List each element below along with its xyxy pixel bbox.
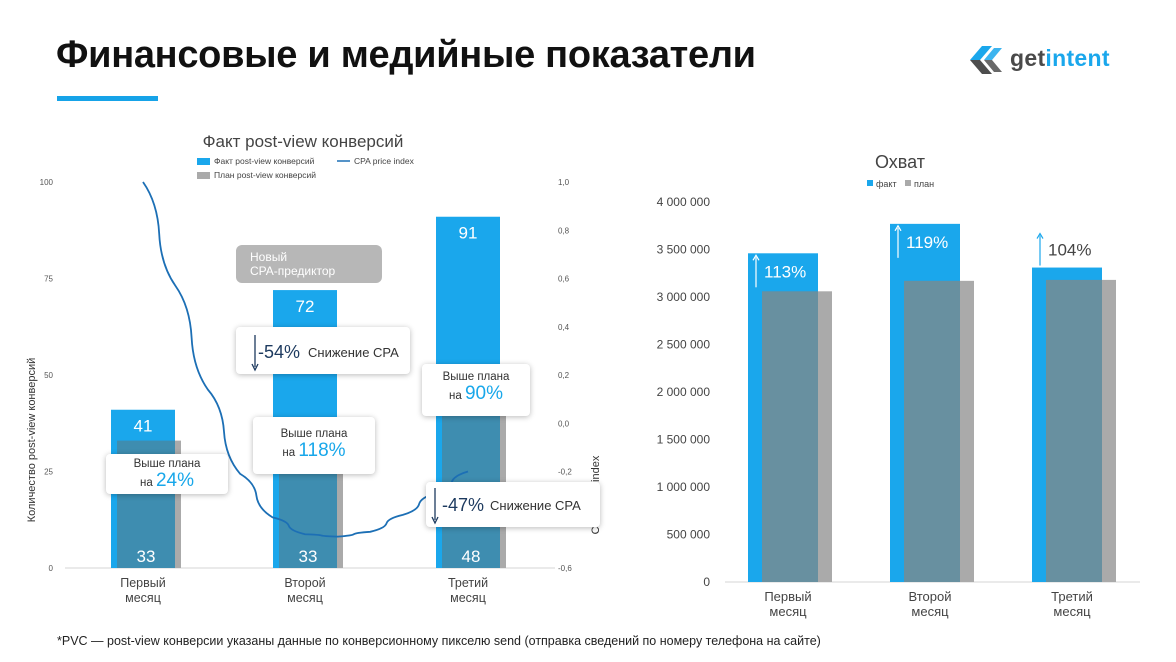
category-label-line1: Третий bbox=[1051, 589, 1093, 604]
legend-label-plan: План post-view конверсий bbox=[214, 170, 316, 180]
overlap-bar bbox=[1046, 279, 1102, 582]
growth-label: 104% bbox=[1048, 241, 1091, 260]
getintent-logo: getintent bbox=[966, 38, 1126, 82]
growth-arrowhead-icon bbox=[752, 254, 760, 261]
fact-value-label: 91 bbox=[459, 224, 478, 243]
growth-arrowhead-icon bbox=[894, 224, 902, 232]
legend-label-fact: факт bbox=[876, 179, 897, 189]
y-tick-label: 2 000 000 bbox=[657, 385, 711, 399]
logo-text: getintent bbox=[1010, 45, 1110, 71]
reach-chart: Охват факт план 0 500 000 1 000 000 1 500 0… bbox=[657, 152, 1140, 619]
fact-value-label: 72 bbox=[296, 297, 315, 316]
y-tick-label: 3 000 000 bbox=[657, 290, 711, 304]
growth-label: 119% bbox=[906, 233, 948, 252]
callout-above-plan-month1: Выше плана на 24% bbox=[106, 454, 228, 494]
y-tick-label: 3 500 000 bbox=[657, 243, 711, 257]
overlap-bar bbox=[904, 280, 960, 582]
growth-label: 113% bbox=[764, 262, 806, 281]
plan-value-label: 48 bbox=[462, 547, 481, 566]
callout-cpa-drop-47: -47% Снижение CPA bbox=[426, 482, 600, 527]
y2-tick-label: 0,8 bbox=[558, 226, 570, 235]
category-label-line2: месяц bbox=[769, 604, 807, 619]
category-label-line2: месяц bbox=[125, 591, 161, 605]
y-tick-label: 0 bbox=[49, 564, 54, 573]
y2-tick-label: -0,6 bbox=[558, 564, 572, 573]
y2-tick-label: 0,0 bbox=[558, 419, 570, 428]
fact-value-label: 41 bbox=[134, 417, 153, 436]
chart2-title: Охват bbox=[875, 152, 925, 172]
footnote: *PVC — post-view конверсии указаны данны… bbox=[57, 634, 821, 648]
y-tick-label: 0 bbox=[703, 575, 710, 589]
category-label-line1: Первый bbox=[764, 589, 811, 604]
callout-above-plan-month3: Выше плана на 90% bbox=[422, 364, 530, 416]
legend-label-fact: Факт post-view конверсий bbox=[214, 156, 315, 166]
category-label-line2: месяц bbox=[450, 591, 486, 605]
legend-swatch-plan bbox=[905, 180, 911, 186]
overlap-bar bbox=[762, 291, 818, 582]
growth-arrowhead-icon bbox=[1036, 232, 1044, 239]
legend-swatch-fact bbox=[867, 180, 873, 186]
chart2-legend: факт план bbox=[867, 179, 934, 189]
callout-cpa-drop-54: -54% Снижение CPA bbox=[236, 327, 410, 374]
y2-tick-label: 0,2 bbox=[558, 371, 570, 380]
category-label-line1: Третий bbox=[448, 576, 488, 590]
logo-icon bbox=[970, 46, 1002, 74]
new-cpa-predictor-label: Новый CPA-предиктор bbox=[236, 245, 382, 283]
legend-label-cpa: CPA price index bbox=[354, 156, 415, 166]
category-label-line1: Первый bbox=[120, 576, 166, 590]
plan-value-label: 33 bbox=[299, 547, 318, 566]
legend-swatch-plan bbox=[197, 172, 210, 179]
y-axis-title: Количество post-view конверсий bbox=[26, 358, 38, 523]
y-tick-label: 1 000 000 bbox=[657, 480, 711, 494]
y-tick-label: 75 bbox=[44, 275, 53, 284]
y-tick-label: 25 bbox=[44, 468, 53, 477]
chart1-legend: Факт post-view конверсий CPA price index… bbox=[197, 156, 415, 180]
legend-label-plan: план bbox=[914, 179, 934, 189]
page-title: Финансовые и медийные показатели bbox=[56, 34, 756, 76]
down-arrow-icon bbox=[251, 335, 259, 372]
cpa-price-index-line bbox=[142, 181, 469, 538]
y-tick-label: 100 bbox=[40, 178, 54, 187]
y-tick-label: 50 bbox=[44, 371, 53, 380]
category-label-line1: Второй bbox=[909, 589, 952, 604]
y2-tick-label: -0,2 bbox=[558, 468, 572, 477]
category-label-line1: Второй bbox=[284, 576, 325, 590]
y-tick-label: 1 500 000 bbox=[657, 433, 711, 447]
legend-swatch-fact bbox=[197, 158, 210, 165]
y2-tick-label: 0,6 bbox=[558, 275, 570, 284]
y-tick-label: 4 000 000 bbox=[657, 195, 711, 209]
chart1-title: Факт post-view конверсий bbox=[203, 132, 404, 151]
callout-above-plan-month2: Выше плана на 118% bbox=[253, 417, 375, 474]
y2-tick-label: 0,4 bbox=[558, 323, 570, 332]
title-underline bbox=[57, 96, 158, 101]
down-arrow-icon bbox=[431, 488, 439, 525]
y2-tick-label: 1,0 bbox=[558, 178, 570, 187]
category-label-line2: месяц bbox=[911, 604, 949, 619]
category-label-line2: месяц bbox=[1053, 604, 1091, 619]
plan-value-label: 33 bbox=[137, 547, 156, 566]
y-tick-label: 500 000 bbox=[667, 528, 711, 542]
y-tick-label: 2 500 000 bbox=[657, 338, 711, 352]
category-label-line2: месяц bbox=[287, 591, 323, 605]
